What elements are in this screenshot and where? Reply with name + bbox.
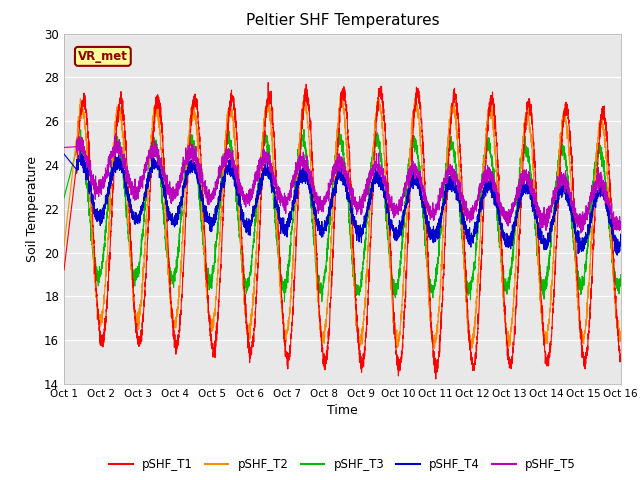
Legend: pSHF_T1, pSHF_T2, pSHF_T3, pSHF_T4, pSHF_T5: pSHF_T1, pSHF_T2, pSHF_T3, pSHF_T4, pSHF… [104, 454, 580, 476]
pSHF_T3 [499, 265, 507, 271]
pSHF_T4 [436, 220, 444, 226]
pSHF_T5 [499, 205, 507, 211]
pSHF_T4 [60, 151, 68, 157]
pSHF_T4 [322, 226, 330, 232]
pSHF_T3 [280, 299, 288, 305]
pSHF_T2 [60, 243, 68, 249]
pSHF_T1 [616, 353, 624, 359]
Line: pSHF_T3: pSHF_T3 [64, 130, 621, 302]
Y-axis label: Soil Temperature: Soil Temperature [26, 156, 38, 262]
pSHF_T3 [468, 282, 476, 288]
pSHF_T1 [264, 80, 272, 85]
pSHF_T1 [322, 357, 330, 362]
pSHF_T3 [160, 221, 168, 227]
pSHF_T5 [616, 226, 624, 232]
Line: pSHF_T1: pSHF_T1 [64, 83, 621, 379]
pSHF_T5 [111, 133, 119, 139]
pSHF_T3 [60, 195, 68, 201]
pSHF_T5 [467, 213, 475, 218]
pSHF_T1 [468, 358, 476, 363]
Title: Peltier SHF Temperatures: Peltier SHF Temperatures [246, 13, 439, 28]
pSHF_T2 [431, 346, 438, 351]
pSHF_T1 [499, 268, 507, 274]
Line: pSHF_T5: pSHF_T5 [64, 136, 621, 233]
pSHF_T1 [432, 376, 440, 382]
pSHF_T1 [617, 351, 625, 357]
pSHF_T5 [161, 178, 168, 183]
Line: pSHF_T2: pSHF_T2 [64, 95, 621, 348]
pSHF_T5 [436, 192, 444, 197]
X-axis label: Time: Time [327, 405, 358, 418]
pSHF_T5 [322, 198, 330, 204]
pSHF_T1 [436, 331, 444, 337]
pSHF_T2 [160, 192, 168, 198]
pSHF_T2 [322, 322, 330, 328]
pSHF_T3 [616, 282, 624, 288]
pSHF_T5 [60, 144, 68, 150]
pSHF_T4 [467, 233, 475, 239]
pSHF_T2 [436, 285, 444, 291]
Line: pSHF_T4: pSHF_T4 [64, 148, 621, 255]
pSHF_T4 [617, 239, 625, 245]
pSHF_T3 [436, 228, 444, 233]
pSHF_T2 [616, 334, 624, 340]
pSHF_T3 [335, 127, 343, 132]
pSHF_T1 [60, 267, 68, 273]
pSHF_T2 [468, 336, 476, 342]
pSHF_T3 [322, 263, 330, 269]
pSHF_T1 [160, 160, 168, 166]
pSHF_T5 [617, 222, 625, 228]
pSHF_T4 [616, 241, 624, 247]
pSHF_T2 [300, 92, 308, 97]
pSHF_T4 [161, 194, 168, 200]
Text: VR_met: VR_met [78, 50, 128, 63]
pSHF_T2 [617, 337, 625, 343]
pSHF_T4 [499, 228, 507, 233]
pSHF_T2 [499, 294, 507, 300]
pSHF_T4 [613, 252, 621, 258]
pSHF_T4 [76, 145, 84, 151]
pSHF_T3 [617, 272, 625, 277]
pSHF_T5 [577, 230, 585, 236]
